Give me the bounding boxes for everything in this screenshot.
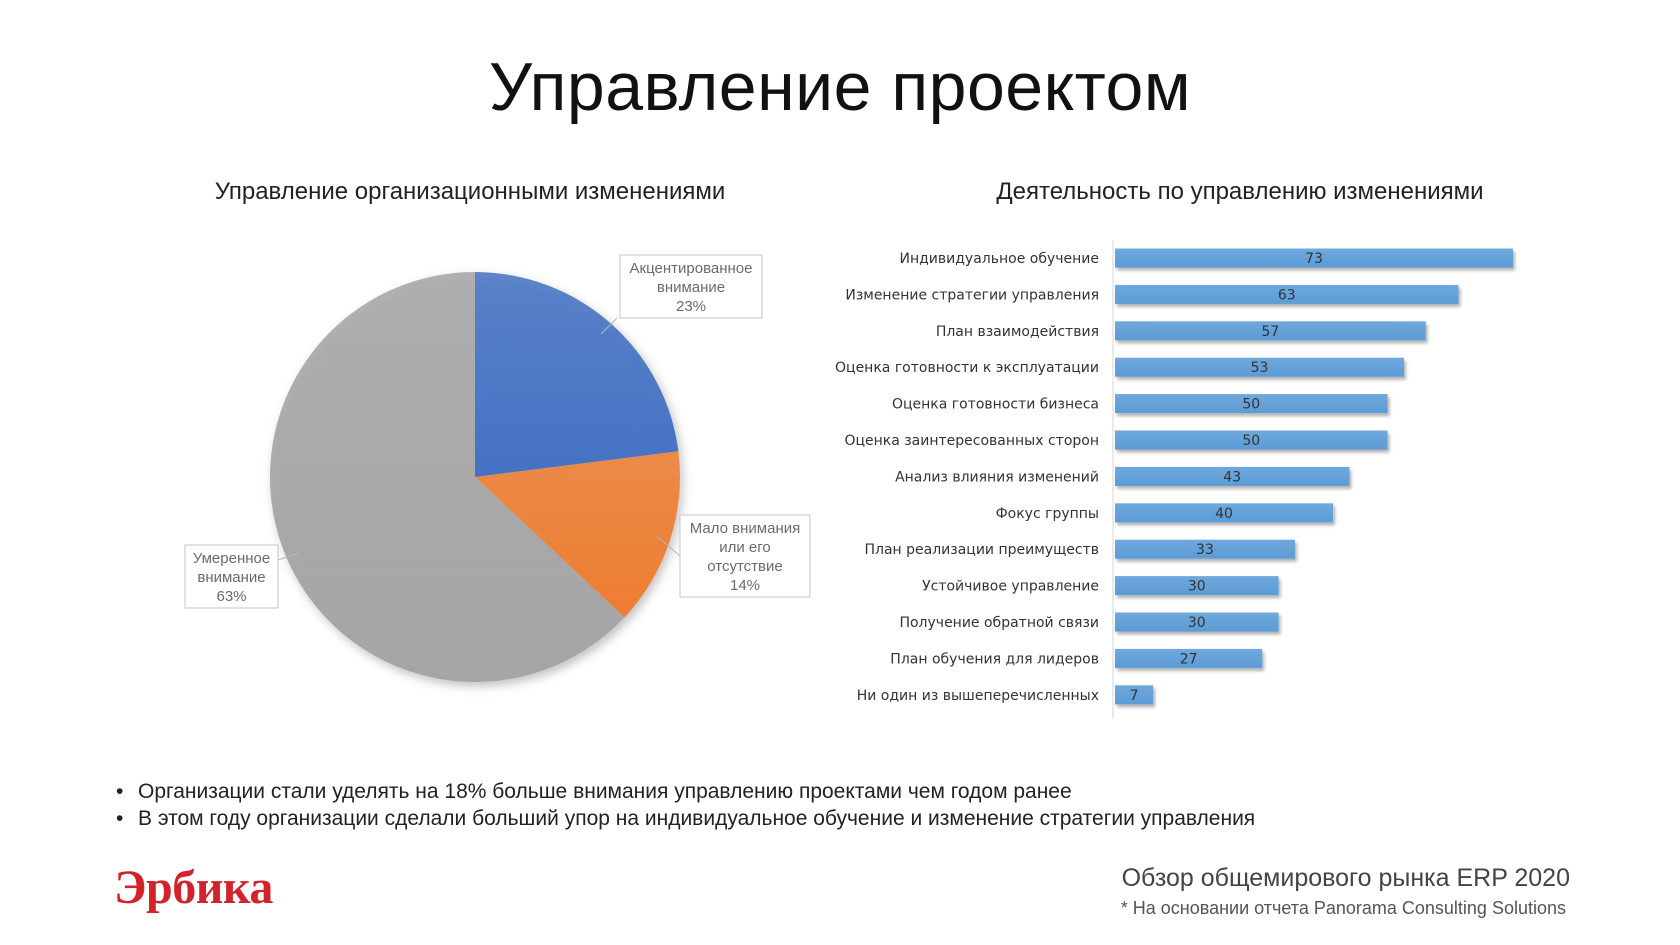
pie-slice-label: 14% — [730, 577, 760, 594]
bar-category-label: План обучения для лидеров — [890, 651, 1099, 667]
callout-box — [619, 254, 763, 319]
bar-category-label: Ни один из вышеперечисленных — [857, 688, 1099, 704]
bar-value-label: 7 — [1130, 688, 1139, 704]
pie-slice — [270, 272, 625, 683]
bar-value-label: 53 — [1251, 360, 1269, 376]
bar-value-label: 40 — [1215, 506, 1233, 522]
source-note: * На основании отчета Panorama Consultin… — [1120, 898, 1566, 918]
bar-chart-title: Деятельность по управлению изменениями — [996, 178, 1484, 205]
bar — [1115, 466, 1350, 486]
bar-category-label: Оценка готовности к эксплуатации — [835, 360, 1099, 376]
bar — [1115, 357, 1404, 377]
bar — [1115, 394, 1388, 414]
bar-value-label: 30 — [1188, 579, 1206, 595]
bar — [1115, 430, 1388, 450]
pie-slice-label: внимание — [657, 279, 725, 296]
bar — [1115, 539, 1295, 559]
bar-category-label: Оценка готовности бизнеса — [892, 397, 1099, 413]
bar-category-label: План взаимодействия — [936, 324, 1099, 340]
bar-category-label: Изменение стратегии управления — [845, 287, 1099, 303]
bar — [1115, 648, 1263, 668]
bar — [1115, 321, 1426, 341]
callout-leader-line — [600, 317, 618, 335]
bar-value-label: 30 — [1188, 615, 1206, 631]
callout-leader-line — [277, 552, 300, 561]
bar — [1115, 576, 1279, 596]
bar-value-label: 43 — [1223, 469, 1241, 485]
pie-slice-label: 63% — [216, 588, 246, 605]
pie-slice-label: или его — [719, 539, 771, 556]
pie-slice — [475, 451, 680, 618]
pie-slice — [475, 272, 679, 477]
bar — [1115, 284, 1459, 304]
bullet-item: В этом году организации сделали больший … — [110, 805, 1255, 832]
bar-value-label: 50 — [1242, 433, 1260, 449]
pie-slice-label: 23% — [676, 298, 706, 315]
bar-category-label: План реализации преимуществ — [865, 542, 1100, 558]
callout-leader-line — [656, 535, 681, 557]
bar-value-label: 63 — [1278, 287, 1296, 303]
callout-box — [184, 544, 279, 609]
bar — [1115, 248, 1513, 268]
bar-category-label: Фокус группы — [996, 506, 1099, 522]
summary-bullets: Организации стали уделять на 18% больше … — [110, 778, 1255, 832]
bar-category-label: Получение обратной связи — [899, 615, 1099, 631]
slide-title: Управление проектом — [488, 49, 1192, 125]
report-title: Обзор общемирового рынка ERP 2020 — [1121, 864, 1570, 892]
pie-chart: Акцентированное внимание 23% Мало внимания и… — [184, 254, 811, 683]
bar-value-label: 33 — [1196, 542, 1214, 558]
bar-category-label: Индивидуальное обучение — [899, 251, 1099, 267]
callout-box — [679, 514, 811, 598]
bar-category-label: Анализ влияния изменений — [895, 469, 1099, 485]
bar-value-label: 73 — [1305, 251, 1323, 267]
company-logo: Эрбика — [114, 861, 273, 914]
pie-slice-label: Мало внимания — [690, 520, 801, 537]
bar — [1115, 503, 1334, 523]
bar — [1115, 612, 1279, 632]
pie-slice-label: Умеренное — [193, 550, 270, 567]
bar-value-label: 57 — [1261, 324, 1279, 340]
bullet-item: Организации стали уделять на 18% больше … — [110, 778, 1255, 805]
bar-category-label: Устойчивое управление — [922, 579, 1099, 595]
pie-slice-label: внимание — [197, 569, 265, 586]
bar-chart: Индивидуальное обучение 73 Изменение страт… — [835, 240, 1513, 719]
pie-chart-title: Управление организационными изменениями — [214, 178, 726, 205]
bar — [1115, 685, 1154, 705]
bar-value-label: 27 — [1180, 651, 1198, 667]
bar-category-label: Оценка заинтересованных сторон — [844, 433, 1099, 449]
bar-value-label: 50 — [1242, 397, 1260, 413]
pie-slice-label: Акцентированное — [630, 260, 753, 277]
pie-slice-label: отсутствие — [707, 558, 782, 575]
